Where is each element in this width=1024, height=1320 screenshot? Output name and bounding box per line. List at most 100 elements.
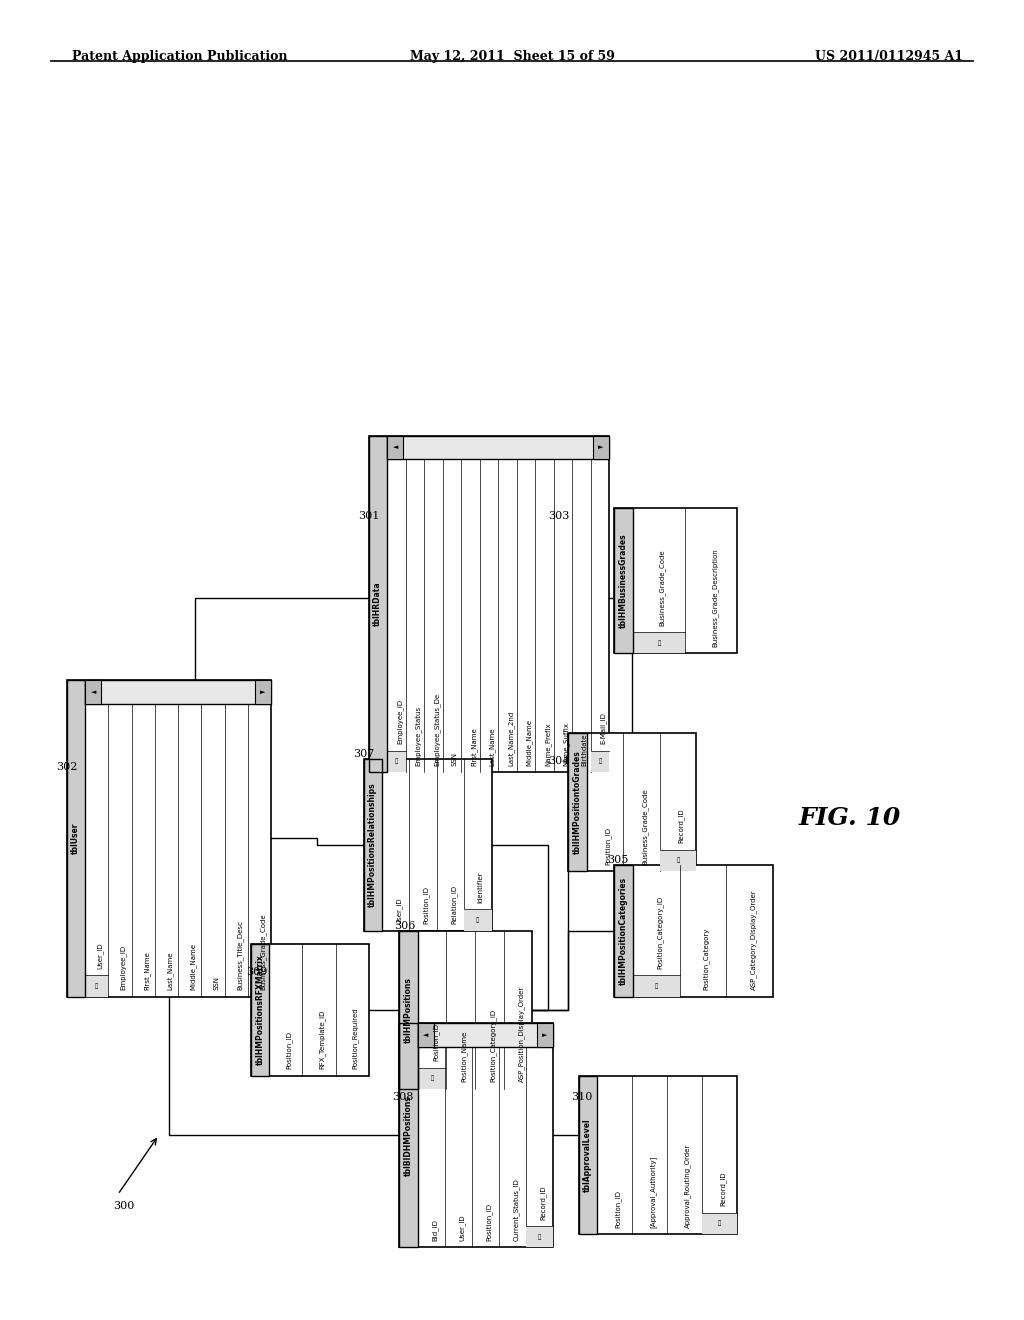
Text: Business_Title_Desc: Business_Title_Desc [237,920,243,990]
Text: User_ID: User_ID [96,942,103,969]
Text: ⚿: ⚿ [394,759,398,764]
Text: Position_Category_ID: Position_Category_ID [489,1010,497,1082]
Text: Middle_Name: Middle_Name [526,718,532,766]
Bar [399,1023,418,1247]
Text: Business_Grade_Description: Business_Grade_Description [711,548,718,647]
Bar [364,759,492,931]
Text: ►: ► [542,1032,548,1038]
Text: Patent Application Publication: Patent Application Publication [72,50,287,63]
Text: ⚿: ⚿ [718,1221,721,1226]
Text: tblHMPositionsRFXMatrix: tblHMPositionsRFXMatrix [256,954,264,1065]
Text: tblUser: tblUser [72,822,80,854]
Bar [387,436,609,459]
Bar [399,931,532,1089]
Text: tblHMPositionsRelationships: tblHMPositionsRelationships [369,783,377,907]
Text: SSN: SSN [452,751,458,766]
Bar [579,1076,737,1234]
Text: Position_ID: Position_ID [605,826,611,865]
Text: ASP_Category_Display_Order: ASP_Category_Display_Order [750,890,757,990]
Text: ⚿: ⚿ [538,1234,541,1239]
Bar [633,632,685,653]
Bar [255,680,271,704]
Bar [251,944,269,1076]
Bar [464,909,492,931]
Text: ◄: ◄ [423,1032,429,1038]
Text: Position_ID: Position_ID [423,886,430,924]
Bar [614,508,633,653]
Text: Employee_Status_De: Employee_Status_De [433,693,440,766]
Bar [67,680,85,997]
Text: tblHMPositionCategories: tblHMPositionCategories [620,876,628,985]
Text: Record_ID: Record_ID [720,1172,726,1206]
Bar [579,1076,597,1234]
Bar [251,944,369,1076]
Text: ⚿: ⚿ [430,1076,434,1081]
Text: ◄: ◄ [392,445,398,450]
Text: Position_ID: Position_ID [614,1189,622,1228]
Text: Birthdate: Birthdate [582,733,588,766]
Text: ►: ► [260,689,266,694]
Bar [614,508,737,653]
Bar [399,931,418,1089]
Text: Position_ID: Position_ID [432,1023,439,1061]
Text: ◄: ◄ [90,689,96,694]
Text: Middle_Name: Middle_Name [189,942,197,990]
Bar [526,1226,553,1247]
Bar [85,680,101,704]
Text: Position_Category_ID: Position_Category_ID [656,896,663,969]
Bar [369,436,609,772]
Text: Last_Name: Last_Name [488,727,496,766]
Bar [85,680,271,704]
Bar [418,1023,553,1047]
Bar [702,1213,737,1234]
Bar [67,680,85,997]
Bar [593,436,609,459]
Bar [633,975,680,997]
Bar [67,680,271,997]
Text: Employee_ID: Employee_ID [120,945,127,990]
Text: Name_Suffix: Name_Suffix [563,722,569,766]
Text: Employee_Status: Employee_Status [415,705,422,766]
Bar [614,865,633,997]
Text: tblHRData: tblHRData [374,582,382,626]
Bar [387,436,403,459]
Text: May 12, 2011  Sheet 15 of 59: May 12, 2011 Sheet 15 of 59 [410,50,614,63]
Text: 305: 305 [607,854,629,865]
Text: 304: 304 [548,755,569,766]
Bar [568,733,587,871]
Text: Position_Name: Position_Name [461,1031,468,1082]
Text: Position_Category: Position_Category [702,928,710,990]
Text: ⚿: ⚿ [677,858,680,863]
Bar [399,931,418,1089]
Text: 303: 303 [548,511,569,521]
Text: ⚿: ⚿ [476,917,479,923]
Text: Business_Grade_Code: Business_Grade_Code [641,788,648,865]
Text: Position_Required: Position_Required [352,1007,358,1069]
Text: tblApprovalLevel: tblApprovalLevel [584,1118,592,1192]
Bar [369,436,387,772]
Text: ASP_Position_Display_Order: ASP_Position_Display_Order [518,986,525,1082]
Text: 301: 301 [358,511,380,521]
Bar [579,1076,597,1234]
Text: Record_ID: Record_ID [678,809,685,843]
Text: Business_Grade_Code: Business_Grade_Code [659,549,666,626]
Bar [568,733,587,871]
Text: tblBIDHMPositions: tblBIDHMPositions [404,1094,413,1176]
Text: Position_ID: Position_ID [286,1031,293,1069]
Text: Business_Grade_Code: Business_Grade_Code [260,913,266,990]
Text: E-Mail_ID: E-Mail_ID [600,713,607,744]
Text: 302: 302 [56,762,78,772]
Bar [387,751,406,772]
Bar [614,865,773,997]
Text: ►: ► [598,445,604,450]
Text: 300: 300 [113,1201,134,1212]
Text: 310: 310 [571,1092,593,1102]
Text: Relation_ID: Relation_ID [451,884,457,924]
Text: Record_ID: Record_ID [540,1185,546,1220]
Bar [251,944,269,1076]
Bar [591,751,609,772]
Text: tblIHMPositiontoGrades: tblIHMPositiontoGrades [573,750,582,854]
Text: tblHMBusinessGrades: tblHMBusinessGrades [620,533,628,628]
Text: ⚿: ⚿ [657,640,660,645]
Text: Last_Name_2nd: Last_Name_2nd [508,710,514,766]
